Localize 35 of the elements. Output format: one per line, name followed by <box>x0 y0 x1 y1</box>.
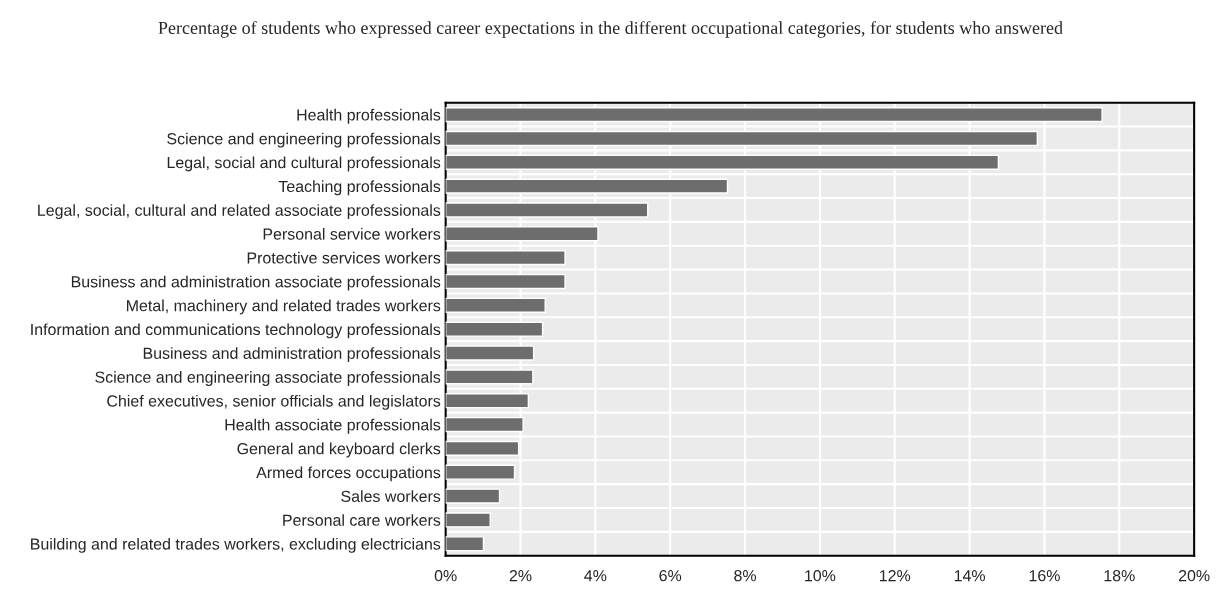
y-tick-label: Business and administration professionals <box>143 347 441 363</box>
y-tick-label: Chief executives, senior officials and legislators <box>107 394 441 410</box>
y-tick-label: Information and communications technology professionals <box>31 323 441 339</box>
x-tick-label: 20% <box>1178 569 1210 582</box>
y-tick-label: Teaching professionals <box>278 180 441 196</box>
bar <box>445 488 501 504</box>
x-tick-label: 16% <box>1029 569 1060 582</box>
x-tick-label: 12% <box>879 569 911 582</box>
x-tick-label: 10% <box>805 569 836 582</box>
y-tick-label: Building and related trades workers, excluding electricians <box>31 537 441 553</box>
y-tick-label: Sales workers <box>341 490 441 503</box>
bar <box>445 536 485 552</box>
y-tick-label: Legal, social and cultural professionals <box>167 156 441 172</box>
y-tick-label: Legal, social, cultural and related associate professionals <box>38 204 441 220</box>
x-tick-label: 18% <box>1104 569 1135 582</box>
x-tick-label: 6% <box>659 569 682 582</box>
x-tick-label: 14% <box>954 570 986 582</box>
y-tick-label: Metal, machinery and related trades workers <box>126 299 441 315</box>
bar <box>445 512 491 528</box>
y-tick-label: Personal care workers <box>283 514 441 526</box>
y-tick-label: Science and engineering associate professionals <box>95 371 441 386</box>
y-tick-label: Protective services workers <box>247 251 441 264</box>
chart-title: Percentage of students who expressed career expectations in the different occupational categories, for students who answered <box>158 21 1063 38</box>
x-tick-label: 8% <box>734 569 757 582</box>
y-tick-label: Business and administration associate professionals <box>71 275 441 291</box>
bar <box>445 464 516 480</box>
y-tick-label: General and keyboard clerks <box>237 442 441 458</box>
y-tick-label: Armed forces occupations <box>256 466 441 482</box>
x-tick-label: 4% <box>584 570 607 582</box>
y-tick-label: Science and engineering professionals <box>167 132 441 148</box>
x-tick-label: 2% <box>509 569 532 582</box>
y-tick-label: Health professionals <box>297 108 441 124</box>
y-tick-label: Personal service workers <box>263 228 441 240</box>
x-tick-label: 0% <box>434 569 457 582</box>
y-tick-label: Health associate professionals <box>225 418 441 434</box>
